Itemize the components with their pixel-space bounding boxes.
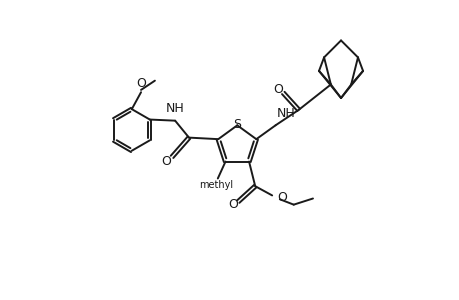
Text: O: O <box>228 198 237 211</box>
Text: NH: NH <box>276 107 295 120</box>
Text: O: O <box>276 191 286 204</box>
Text: S: S <box>233 118 241 131</box>
Text: O: O <box>136 77 146 90</box>
Text: NH: NH <box>165 101 184 115</box>
Text: O: O <box>272 82 282 96</box>
Text: methyl: methyl <box>199 180 233 190</box>
Text: O: O <box>162 155 171 168</box>
